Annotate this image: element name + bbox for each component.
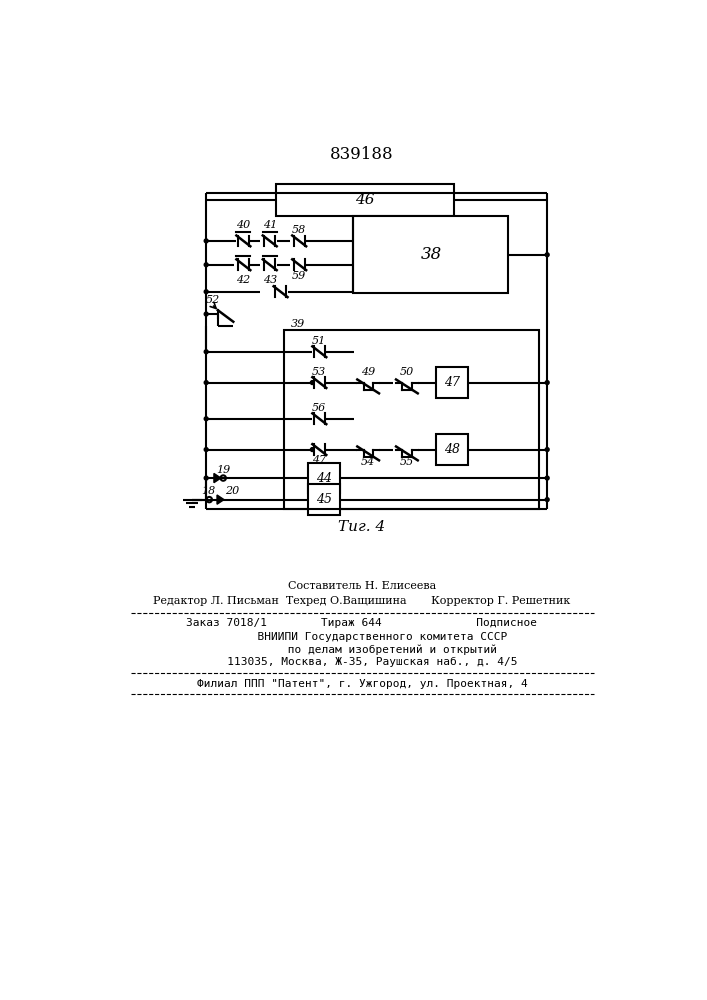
Bar	[354, 216, 508, 293]
Circle shape	[204, 417, 208, 421]
Bar	[436, 367, 468, 398]
Circle shape	[310, 381, 315, 384]
Text: 55: 55	[399, 457, 414, 467]
Circle shape	[545, 253, 549, 257]
Circle shape	[204, 381, 208, 384]
Text: 51: 51	[312, 336, 327, 346]
Circle shape	[204, 476, 208, 480]
Text: Заказ 7018/1        Тираж 644              Подписное: Заказ 7018/1 Тираж 644 Подписное	[187, 618, 537, 628]
Circle shape	[545, 448, 549, 451]
Text: 56: 56	[312, 403, 327, 413]
Text: 53: 53	[312, 367, 327, 377]
Circle shape	[204, 448, 208, 451]
Text: 52: 52	[205, 295, 219, 305]
Text: Составитель Н. Елисеева: Составитель Н. Елисеева	[288, 581, 436, 591]
Text: 59: 59	[292, 271, 306, 281]
Text: 50: 50	[399, 367, 414, 377]
Text: 40: 40	[236, 220, 250, 230]
Text: 42: 42	[236, 275, 250, 285]
Text: 49: 49	[361, 367, 375, 377]
Text: 46: 46	[356, 193, 375, 207]
Circle shape	[204, 290, 208, 294]
Circle shape	[545, 381, 549, 384]
Text: 54: 54	[361, 457, 375, 467]
Bar	[308, 463, 340, 493]
Text: 113035, Москва, Ж-35, Раушская наб., д. 4/5: 113035, Москва, Ж-35, Раушская наб., д. …	[206, 657, 518, 667]
Text: 19: 19	[216, 465, 230, 475]
Text: 44: 44	[316, 472, 332, 485]
Text: Филиал ППП "Патент", г. Ужгород, ул. Проектная, 4: Филиал ППП "Патент", г. Ужгород, ул. Про…	[197, 679, 527, 689]
Circle shape	[204, 350, 208, 354]
Text: 18: 18	[201, 486, 216, 496]
Bar	[276, 184, 454, 216]
Circle shape	[310, 448, 315, 451]
Text: по делам изобретений и открытий: по делам изобретений и открытий	[227, 645, 497, 655]
Text: 39: 39	[291, 319, 305, 329]
Text: Τиг. 4: Τиг. 4	[339, 520, 385, 534]
Polygon shape	[217, 495, 224, 504]
Text: 47: 47	[444, 376, 460, 389]
Text: 47: 47	[312, 455, 327, 465]
Text: 41: 41	[262, 220, 277, 230]
Circle shape	[545, 476, 549, 480]
Circle shape	[204, 312, 208, 316]
Bar	[284, 330, 539, 509]
Circle shape	[204, 263, 208, 267]
Polygon shape	[214, 473, 221, 483]
Text: 45: 45	[316, 493, 332, 506]
Text: 839188: 839188	[330, 146, 394, 163]
Text: 48: 48	[444, 443, 460, 456]
Bar	[308, 484, 340, 515]
Text: ВНИИПИ Государственного комитета СССР: ВНИИПИ Государственного комитета СССР	[217, 632, 507, 642]
Text: 38: 38	[420, 246, 442, 263]
Bar	[436, 434, 468, 465]
Text: 20: 20	[225, 486, 239, 496]
Circle shape	[204, 239, 208, 243]
Text: 43: 43	[262, 275, 277, 285]
Circle shape	[545, 498, 549, 502]
Text: Редактор Л. Письман  Техред О.Ващишина       Корректор Г. Решетник: Редактор Л. Письман Техред О.Ващишина Ко…	[153, 596, 571, 606]
Text: 58: 58	[292, 225, 306, 235]
